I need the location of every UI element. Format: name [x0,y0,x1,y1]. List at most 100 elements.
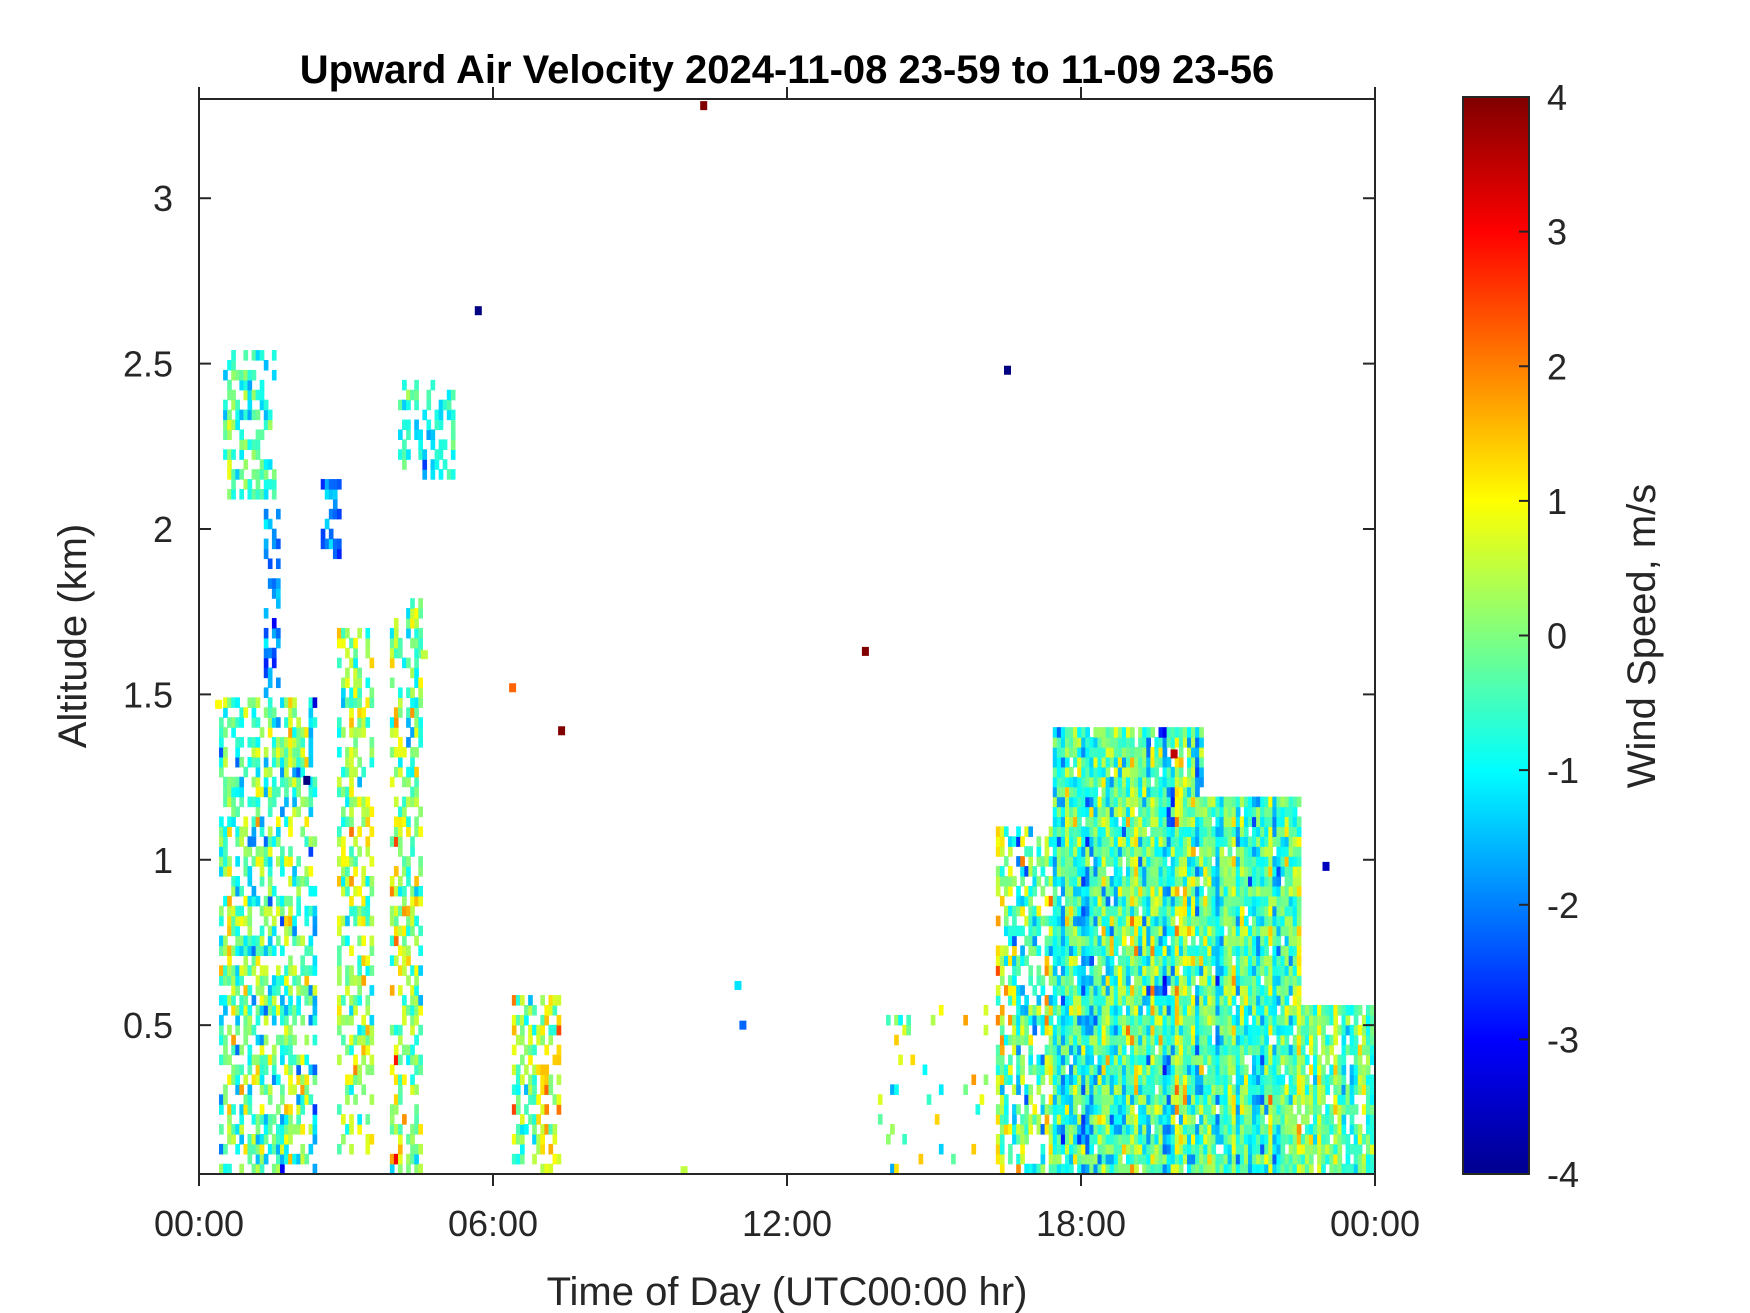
heatmap-cell [402,657,407,669]
heatmap-cell [1174,1034,1180,1046]
heatmap-cell [1349,1124,1355,1135]
heatmap-cell [267,717,273,728]
heatmap-cell [1154,796,1160,808]
heatmap-cell [1146,1133,1151,1145]
heatmap-cell [1235,1104,1241,1115]
heatmap-cell [1199,826,1204,837]
heatmap-cell [308,995,314,1006]
heatmap-cell [1085,1004,1090,1016]
heatmap-cell [1186,1094,1192,1105]
heatmap-cell [304,995,310,1006]
heatmap-cell [1186,1163,1192,1174]
heatmap-cell [259,875,265,887]
heatmap-cell [267,995,273,1006]
heatmap-cell [1003,875,1009,887]
heatmap-cell [1113,885,1119,897]
heatmap-cell [1012,915,1017,927]
heatmap-cell [227,1114,232,1125]
heatmap-cell [361,717,367,728]
heatmap-cell [1296,935,1302,947]
heatmap-cell [1170,975,1176,986]
heatmap-cell [1186,1044,1192,1056]
heatmap-cell [1158,826,1164,837]
heatmap-cell [369,657,375,669]
heatmap-cell [365,717,371,728]
heatmap-cell [1158,856,1164,867]
heatmap-cell [1089,1133,1095,1145]
heatmap-cell [1105,915,1111,927]
heatmap-cell [414,975,419,986]
heatmap-cell [357,727,362,738]
heatmap-cell [1154,975,1160,986]
heatmap-cell [1288,1064,1294,1076]
heatmap-cell [275,836,281,847]
heatmap-cell [410,1004,415,1016]
heatmap-cell [247,1133,253,1145]
heatmap-cell [1272,826,1278,837]
isolated-point [1170,749,1178,759]
heatmap-cell [1195,1124,1200,1135]
heatmap-cell [1296,1074,1302,1085]
heatmap-cell [263,945,269,956]
heatmap-cell [1292,1114,1298,1125]
heatmap-cell [1117,995,1123,1006]
heatmap-cell [1048,826,1054,837]
heatmap-cell [341,915,346,927]
heatmap-cell [263,1084,269,1095]
heatmap-cell [267,1084,273,1095]
heatmap-cell [1178,756,1184,768]
heatmap-cell [345,756,350,768]
heatmap-cell [1219,945,1225,956]
heatmap-cell [515,1133,521,1145]
heatmap-cell [1243,836,1249,847]
heatmap-cell [223,786,228,798]
heatmap-cell [251,439,257,450]
heatmap-cell [414,995,419,1006]
heatmap-cell [1073,935,1078,947]
heatmap-cell [1199,905,1204,917]
heatmap-cell [365,677,371,689]
heatmap-cell [1329,1143,1334,1155]
heatmap-cell [263,905,269,917]
heatmap-cell [1247,816,1253,827]
heatmap-cell [247,925,253,937]
heatmap-cell [1288,796,1294,808]
heatmap-cell [1292,1094,1298,1105]
heatmap-cell [1117,895,1123,907]
heatmap-cell [1166,905,1172,917]
heatmap-cell [1162,776,1168,788]
heatmap-cell [292,975,297,986]
heatmap-cell [1073,856,1078,867]
heatmap-cell [410,836,415,847]
heatmap-cell [1130,836,1135,847]
heatmap-cell [1272,975,1278,986]
heatmap-cell [357,985,362,996]
heatmap-cell [1276,846,1282,857]
heatmap-cell [1150,975,1156,986]
heatmap-cell [1349,1024,1355,1036]
heatmap-cell [239,945,245,956]
heatmap-cell [1243,866,1249,877]
heatmap-cell [1166,995,1172,1006]
heatmap-cell [1174,1143,1180,1155]
heatmap-cell [1113,786,1119,798]
heatmap-cell [1215,965,1221,976]
heatmap-cell [1203,1163,1208,1174]
heatmap-cell [1219,1104,1225,1115]
heatmap-cell [1089,885,1095,897]
heatmap-cell [1162,766,1168,778]
heatmap-cell [1073,905,1078,917]
heatmap-cell [1329,1153,1334,1165]
heatmap-cell [1321,1143,1326,1155]
heatmap-cell [999,1074,1005,1085]
heatmap-cell [1207,885,1212,897]
heatmap-cell [231,479,236,490]
heatmap-cell [1219,875,1225,887]
heatmap-cell [271,1004,277,1016]
heatmap-cell [1028,1114,1034,1125]
heatmap-cell [938,1084,944,1095]
heatmap-cell [235,1143,240,1155]
heatmap-cell [1300,1024,1306,1036]
colorbar-tick-label: 0 [1547,616,1567,657]
heatmap-cell [1239,796,1245,808]
